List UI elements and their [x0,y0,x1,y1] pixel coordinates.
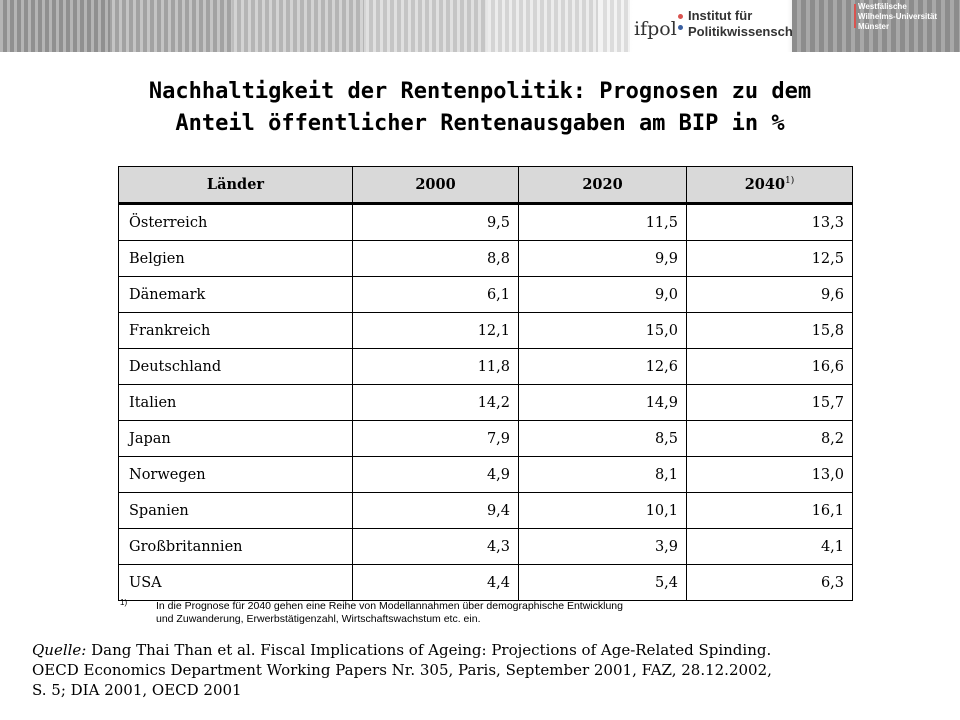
source-citation: Quelle: Dang Thai Than et al. Fiscal Imp… [32,640,932,700]
footnote-text: In die Prognose für 2040 gehen eine Reih… [156,600,836,626]
value-cell: 9,9 [518,240,687,277]
value-cell: 11,5 [518,203,687,241]
uni-line-3: Münster [858,22,890,31]
footnote-line-2: und Zuwanderung, Erwerbstätigenzahl, Wir… [156,613,481,625]
table-row: Italien 14,2 14,9 15,7 [118,384,853,421]
value-cell: 15,7 [686,384,853,421]
country-cell: USA [118,564,353,601]
column-footnote-marker: 1) [785,176,795,187]
column-header-2040: 20401) [686,166,853,205]
value-cell: 8,8 [352,240,519,277]
table-row: USA 4,4 5,4 6,3 [118,564,853,601]
table-row: Österreich 9,5 11,5 13,3 [118,203,853,241]
value-cell: 15,0 [518,312,687,349]
footnote-marker: 1) [120,598,128,607]
country-cell: Japan [118,420,353,457]
value-cell: 13,3 [686,203,853,241]
title-line-2: Anteil öffentlicher Rentenausgaben am BI… [175,111,785,136]
value-cell: 14,9 [518,384,687,421]
source-line-3: S. 5; DIA 2001, OECD 2001 [32,681,242,699]
source-label: Quelle: [32,641,87,659]
source-text-1: Dang Thai Than et al. Fiscal Implication… [86,641,772,659]
source-line-1: Quelle: Dang Thai Than et al. Fiscal Imp… [32,640,932,660]
logo-line-2: Politikwissenschaft [688,24,809,39]
table-row: Dänemark 6,1 9,0 9,6 [118,276,853,313]
university-accent-bar [854,4,856,28]
value-cell: 16,1 [686,492,853,529]
uni-line-1: Westfälische [858,2,907,11]
data-table: Länder 2000 2020 20401) Österreich 9,5 11,… [118,166,853,601]
column-header-label: 2040 [744,176,786,193]
university-name: Westfälische Wilhelms-Universität Münste… [858,2,958,32]
university-photo [792,0,960,52]
value-cell: 13,0 [686,456,853,493]
value-cell: 6,3 [686,564,853,601]
uni-line-2: Wilhelms-Universität [858,12,938,21]
value-cell: 12,1 [352,312,519,349]
table-header-row: Länder 2000 2020 20401) [118,166,853,205]
logo-text: Institut für Politikwissenschaft [688,8,809,40]
title-line-1: Nachhaltigkeit der Rentenpolitik: Progno… [148,79,812,104]
value-cell: 16,6 [686,348,853,385]
table-row: Großbritannien 4,3 3,9 4,1 [118,528,853,565]
value-cell: 9,6 [686,276,853,313]
header-photo [234,0,364,52]
value-cell: 8,1 [518,456,687,493]
table-row: Spanien 9,4 10,1 16,1 [118,492,853,529]
header-photo [600,0,630,52]
value-cell: 9,5 [352,203,519,241]
country-cell: Norwegen [118,456,353,493]
value-cell: 7,9 [352,420,519,457]
value-cell: 12,5 [686,240,853,277]
value-cell: 9,4 [352,492,519,529]
value-cell: 6,1 [352,276,519,313]
value-cell: 4,1 [686,528,853,565]
source-line-2: OECD Economics Department Working Papers… [32,661,772,679]
country-cell: Frankreich [118,312,353,349]
value-cell: 4,3 [352,528,519,565]
header-banner: ifpol Institut für Politikwissenschaft W… [0,0,960,52]
pension-table: Länder 2000 2020 20401) Österreich 9,5 11,… [118,166,853,601]
institute-logo: ifpol Institut für Politikwissenschaft [634,6,809,46]
country-cell: Großbritannien [118,528,353,565]
logo-mark: ifpol [634,18,677,40]
header-photo [0,0,110,52]
value-cell: 9,0 [518,276,687,313]
page-title: Nachhaltigkeit der Rentenpolitik: Progno… [40,76,920,140]
value-cell: 10,1 [518,492,687,529]
value-cell: 12,6 [518,348,687,385]
value-cell: 5,4 [518,564,687,601]
value-cell: 8,2 [686,420,853,457]
country-cell: Belgien [118,240,353,277]
country-cell: Österreich [118,203,353,241]
column-header: Länder [118,166,353,205]
country-cell: Deutschland [118,348,353,385]
value-cell: 8,5 [518,420,687,457]
value-cell: 15,8 [686,312,853,349]
table-row: Japan 7,9 8,5 8,2 [118,420,853,457]
logo-line-1: Institut für [688,8,753,23]
value-cell: 4,4 [352,564,519,601]
column-header: 2020 [518,166,687,205]
column-header: 2000 [352,166,519,205]
table-row: Frankreich 12,1 15,0 15,8 [118,312,853,349]
table-row: Deutschland 11,8 12,6 16,6 [118,348,853,385]
logo-colon-icon [678,8,683,44]
header-photo [112,0,232,52]
footnote-line-1: In die Prognose für 2040 gehen eine Reih… [156,600,623,612]
header-photo [488,0,598,52]
country-cell: Italien [118,384,353,421]
value-cell: 4,9 [352,456,519,493]
table-row: Norwegen 4,9 8,1 13,0 [118,456,853,493]
table-row: Belgien 8,8 9,9 12,5 [118,240,853,277]
value-cell: 14,2 [352,384,519,421]
country-cell: Spanien [118,492,353,529]
country-cell: Dänemark [118,276,353,313]
header-photo [366,0,486,52]
value-cell: 3,9 [518,528,687,565]
value-cell: 11,8 [352,348,519,385]
